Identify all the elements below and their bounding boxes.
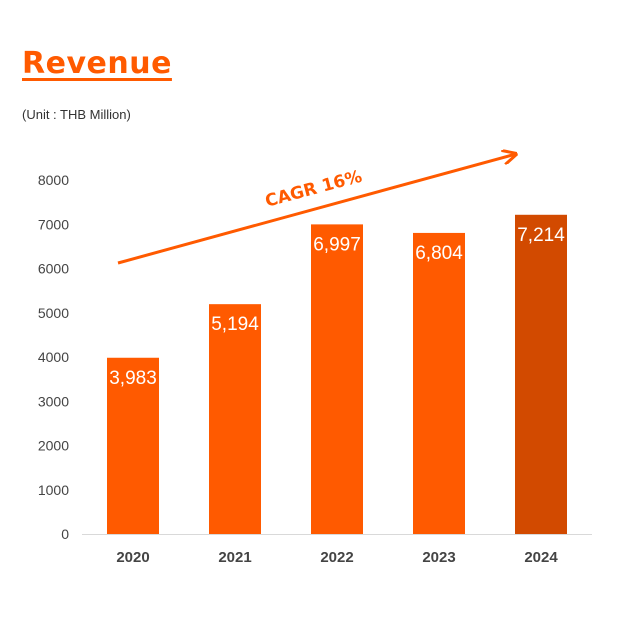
x-tick-label: 2020 — [116, 549, 149, 566]
value-label: 6,804 — [415, 243, 463, 264]
unit-label: (Unit : THB Million) — [22, 107, 131, 122]
chart-title: Revenue — [22, 46, 172, 81]
y-tick-label: 5000 — [38, 305, 69, 321]
y-tick-label: 7000 — [38, 216, 69, 232]
y-tick-label: 4000 — [38, 349, 69, 365]
cagr-arrow — [117, 154, 516, 265]
x-tick-label: 2023 — [422, 549, 455, 566]
y-tick-label: 0 — [61, 526, 69, 542]
bar-2024 — [515, 214, 567, 534]
bar-2022 — [311, 224, 363, 534]
y-tick-label: 6000 — [38, 261, 69, 277]
bar-2023 — [413, 232, 465, 534]
value-label: 7,214 — [517, 225, 565, 246]
value-label: 5,194 — [211, 314, 259, 335]
value-label: 6,997 — [313, 234, 361, 255]
bar-2021 — [209, 304, 261, 534]
y-tick-label: 3000 — [38, 393, 69, 409]
bar-2020 — [107, 357, 159, 534]
x-tick-label: 2022 — [320, 549, 353, 566]
x-tick-label: 2024 — [524, 549, 558, 566]
y-tick-label: 1000 — [38, 482, 69, 498]
y-tick-label: 2000 — [38, 438, 69, 454]
x-tick-label: 2021 — [218, 549, 251, 566]
y-tick-label: 8000 — [38, 172, 69, 188]
value-label: 3,983 — [109, 368, 157, 389]
cagr-annotation: CAGR 16% — [263, 167, 364, 212]
